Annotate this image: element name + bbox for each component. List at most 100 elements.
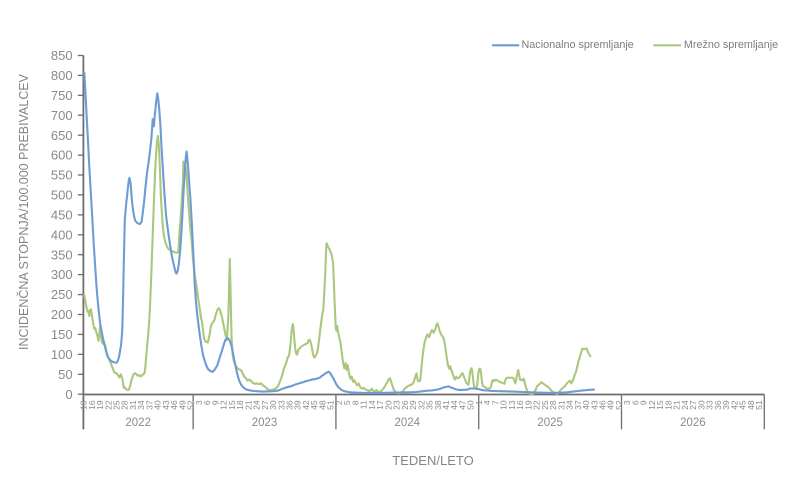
svg-text:19: 19 [523,400,533,410]
svg-text:2023: 2023 [252,417,278,429]
svg-text:750: 750 [51,88,73,103]
svg-text:650: 650 [51,128,73,143]
svg-text:INCIDENČNA STOPNJA/100.000 P: INCIDENČNA STOPNJA/100.000 PREBIVALCEV [16,73,31,350]
svg-text:2: 2 [334,400,344,405]
svg-text:3: 3 [194,400,204,405]
svg-text:9: 9 [639,400,649,405]
svg-text:44: 44 [449,400,459,410]
svg-text:39: 39 [293,400,303,410]
svg-text:47: 47 [457,400,467,410]
svg-text:23: 23 [392,400,402,410]
svg-text:36: 36 [284,400,294,410]
svg-text:19: 19 [95,400,105,410]
svg-text:31: 31 [128,400,138,410]
svg-text:200: 200 [51,307,73,322]
svg-text:24: 24 [680,400,690,410]
svg-text:15: 15 [655,400,665,410]
svg-text:42: 42 [301,400,311,410]
svg-text:39: 39 [721,400,731,410]
svg-text:43: 43 [589,400,599,410]
svg-text:38: 38 [433,400,443,410]
svg-text:250: 250 [51,287,73,302]
svg-text:1: 1 [474,400,484,405]
svg-text:16: 16 [515,400,525,410]
svg-text:46: 46 [169,400,179,410]
svg-text:30: 30 [696,400,706,410]
svg-text:33: 33 [705,400,715,410]
svg-text:6: 6 [202,400,212,405]
svg-text:35: 35 [425,400,435,410]
svg-text:14: 14 [367,400,377,410]
svg-text:34: 34 [565,400,575,410]
svg-text:18: 18 [235,400,245,410]
svg-text:50: 50 [58,367,72,382]
svg-text:300: 300 [51,267,73,282]
svg-text:27: 27 [260,400,270,410]
svg-text:21: 21 [672,400,682,410]
svg-text:400: 400 [51,227,73,242]
svg-text:800: 800 [51,68,73,83]
svg-text:27: 27 [688,400,698,410]
svg-text:11: 11 [359,400,369,409]
svg-text:29: 29 [408,400,418,410]
svg-text:Nacionalno spremljanje: Nacionalno spremljanje [522,39,634,51]
svg-text:450: 450 [51,208,73,223]
svg-text:600: 600 [51,148,73,163]
svg-text:9: 9 [210,400,220,405]
svg-text:2022: 2022 [125,417,151,429]
svg-text:4: 4 [482,400,492,405]
svg-text:2025: 2025 [537,417,563,429]
svg-text:51: 51 [326,400,336,410]
svg-text:150: 150 [51,327,73,342]
svg-text:34: 34 [136,400,146,410]
svg-text:26: 26 [400,400,410,410]
svg-text:25: 25 [112,400,122,410]
svg-text:21: 21 [243,400,253,410]
svg-text:32: 32 [416,400,426,410]
svg-text:22: 22 [532,400,542,410]
svg-text:13: 13 [79,400,89,410]
svg-text:51: 51 [754,400,764,410]
svg-text:22: 22 [103,400,113,410]
svg-text:15: 15 [227,400,237,410]
svg-text:42: 42 [729,400,739,410]
svg-text:41: 41 [441,400,451,410]
svg-text:33: 33 [276,400,286,410]
svg-text:28: 28 [120,400,130,410]
svg-text:48: 48 [317,400,327,410]
svg-text:48: 48 [746,400,756,410]
svg-text:50: 50 [466,400,476,410]
svg-text:8: 8 [350,400,360,405]
svg-text:13: 13 [507,400,517,410]
svg-text:40: 40 [581,400,591,410]
svg-text:45: 45 [738,400,748,410]
svg-text:25: 25 [540,400,550,410]
svg-text:24: 24 [252,400,262,410]
svg-text:36: 36 [713,400,723,410]
svg-text:0: 0 [65,387,72,402]
svg-text:TEDEN/LETO: TEDEN/LETO [392,453,473,468]
svg-text:5: 5 [342,400,352,405]
svg-text:12: 12 [219,400,229,410]
svg-text:10: 10 [499,400,509,410]
svg-text:31: 31 [556,400,566,410]
svg-text:550: 550 [51,168,73,183]
svg-text:500: 500 [51,188,73,203]
svg-text:43: 43 [161,400,171,410]
svg-text:7: 7 [490,400,500,405]
svg-text:Mrežno spremljanje: Mrežno spremljanje [684,39,778,51]
svg-text:12: 12 [647,400,657,410]
svg-text:350: 350 [51,247,73,262]
svg-text:2024: 2024 [395,417,421,429]
svg-text:52: 52 [186,400,196,410]
svg-text:30: 30 [268,400,278,410]
svg-text:49: 49 [177,400,187,410]
svg-text:2026: 2026 [680,417,706,429]
svg-text:40: 40 [153,400,163,410]
svg-text:46: 46 [598,400,608,410]
svg-text:850: 850 [51,48,73,63]
svg-text:49: 49 [606,400,616,410]
svg-text:28: 28 [548,400,558,410]
svg-text:37: 37 [573,400,583,410]
svg-text:17: 17 [375,400,385,410]
